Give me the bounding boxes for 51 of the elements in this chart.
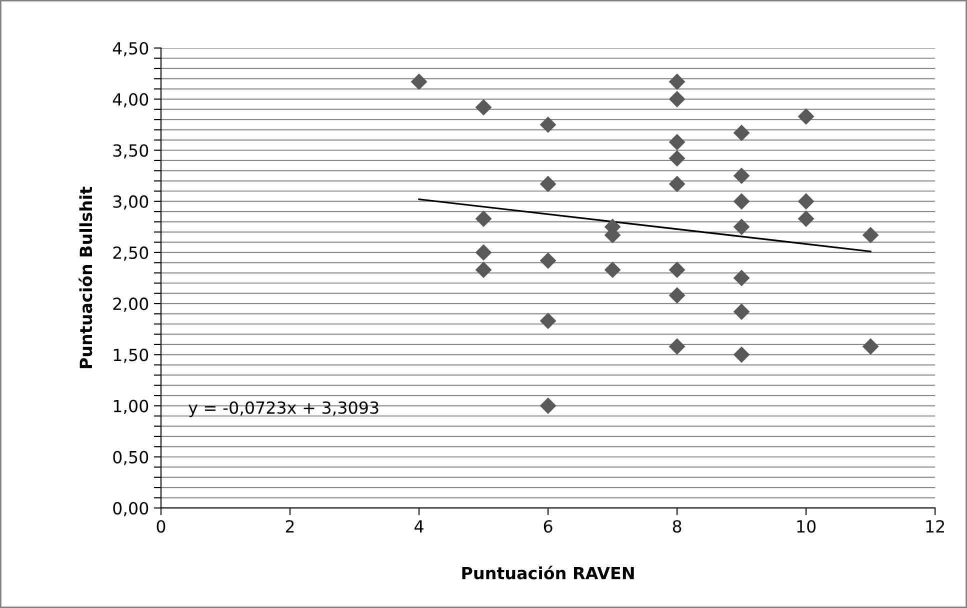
y-tick-label: 4,00 (112, 93, 148, 108)
y-tick-label: 0,00 (113, 502, 148, 516)
point (410, 74, 428, 90)
point (733, 124, 750, 142)
point (540, 312, 556, 330)
point (733, 193, 750, 210)
annotation: y = -0,0723x + 3,3093 (188, 401, 378, 418)
point (540, 116, 556, 133)
y-tick-label: 2,00 (113, 298, 148, 312)
point (540, 252, 556, 269)
y-tick-label: 0,50 (113, 450, 148, 466)
point (668, 338, 686, 355)
x-tick-label: 2 (286, 520, 294, 532)
x-tick-label: 12 (926, 520, 944, 532)
x-tick-label: 6 (544, 520, 552, 533)
point (862, 338, 879, 355)
point (475, 262, 492, 278)
x-tick-label: 0 (156, 520, 166, 533)
x-axis-title: Puntuación RAVEN (462, 566, 634, 580)
point (604, 262, 621, 278)
point (798, 193, 814, 210)
y-tick-label: 3,00 (113, 195, 148, 210)
y-tick-label: 3,50 (113, 144, 148, 159)
point (733, 346, 750, 363)
y-tick-label: 4,50 (112, 42, 148, 56)
y-axis-title: Puntuación Bullshit (78, 186, 92, 368)
point (668, 150, 686, 167)
point (668, 134, 686, 150)
y-tick-label: 1,00 (114, 400, 148, 414)
point (475, 99, 492, 116)
point (668, 262, 686, 278)
y-tick-label: 2,50 (113, 246, 148, 261)
point (475, 244, 492, 261)
point (668, 74, 686, 90)
point (733, 168, 750, 184)
point (540, 176, 556, 192)
point (733, 218, 750, 236)
point (475, 210, 492, 227)
point (733, 304, 750, 320)
point (668, 90, 686, 108)
y-tick-label: 1,50 (114, 348, 148, 363)
x-tick-label: 10 (797, 520, 816, 533)
point (668, 287, 686, 304)
x-tick-label: 4 (414, 520, 424, 532)
point (862, 226, 879, 244)
point (733, 270, 750, 286)
point (668, 176, 686, 192)
point (798, 108, 814, 125)
point (798, 210, 814, 227)
point (540, 398, 556, 414)
x-tick-label: 8 (672, 520, 682, 533)
